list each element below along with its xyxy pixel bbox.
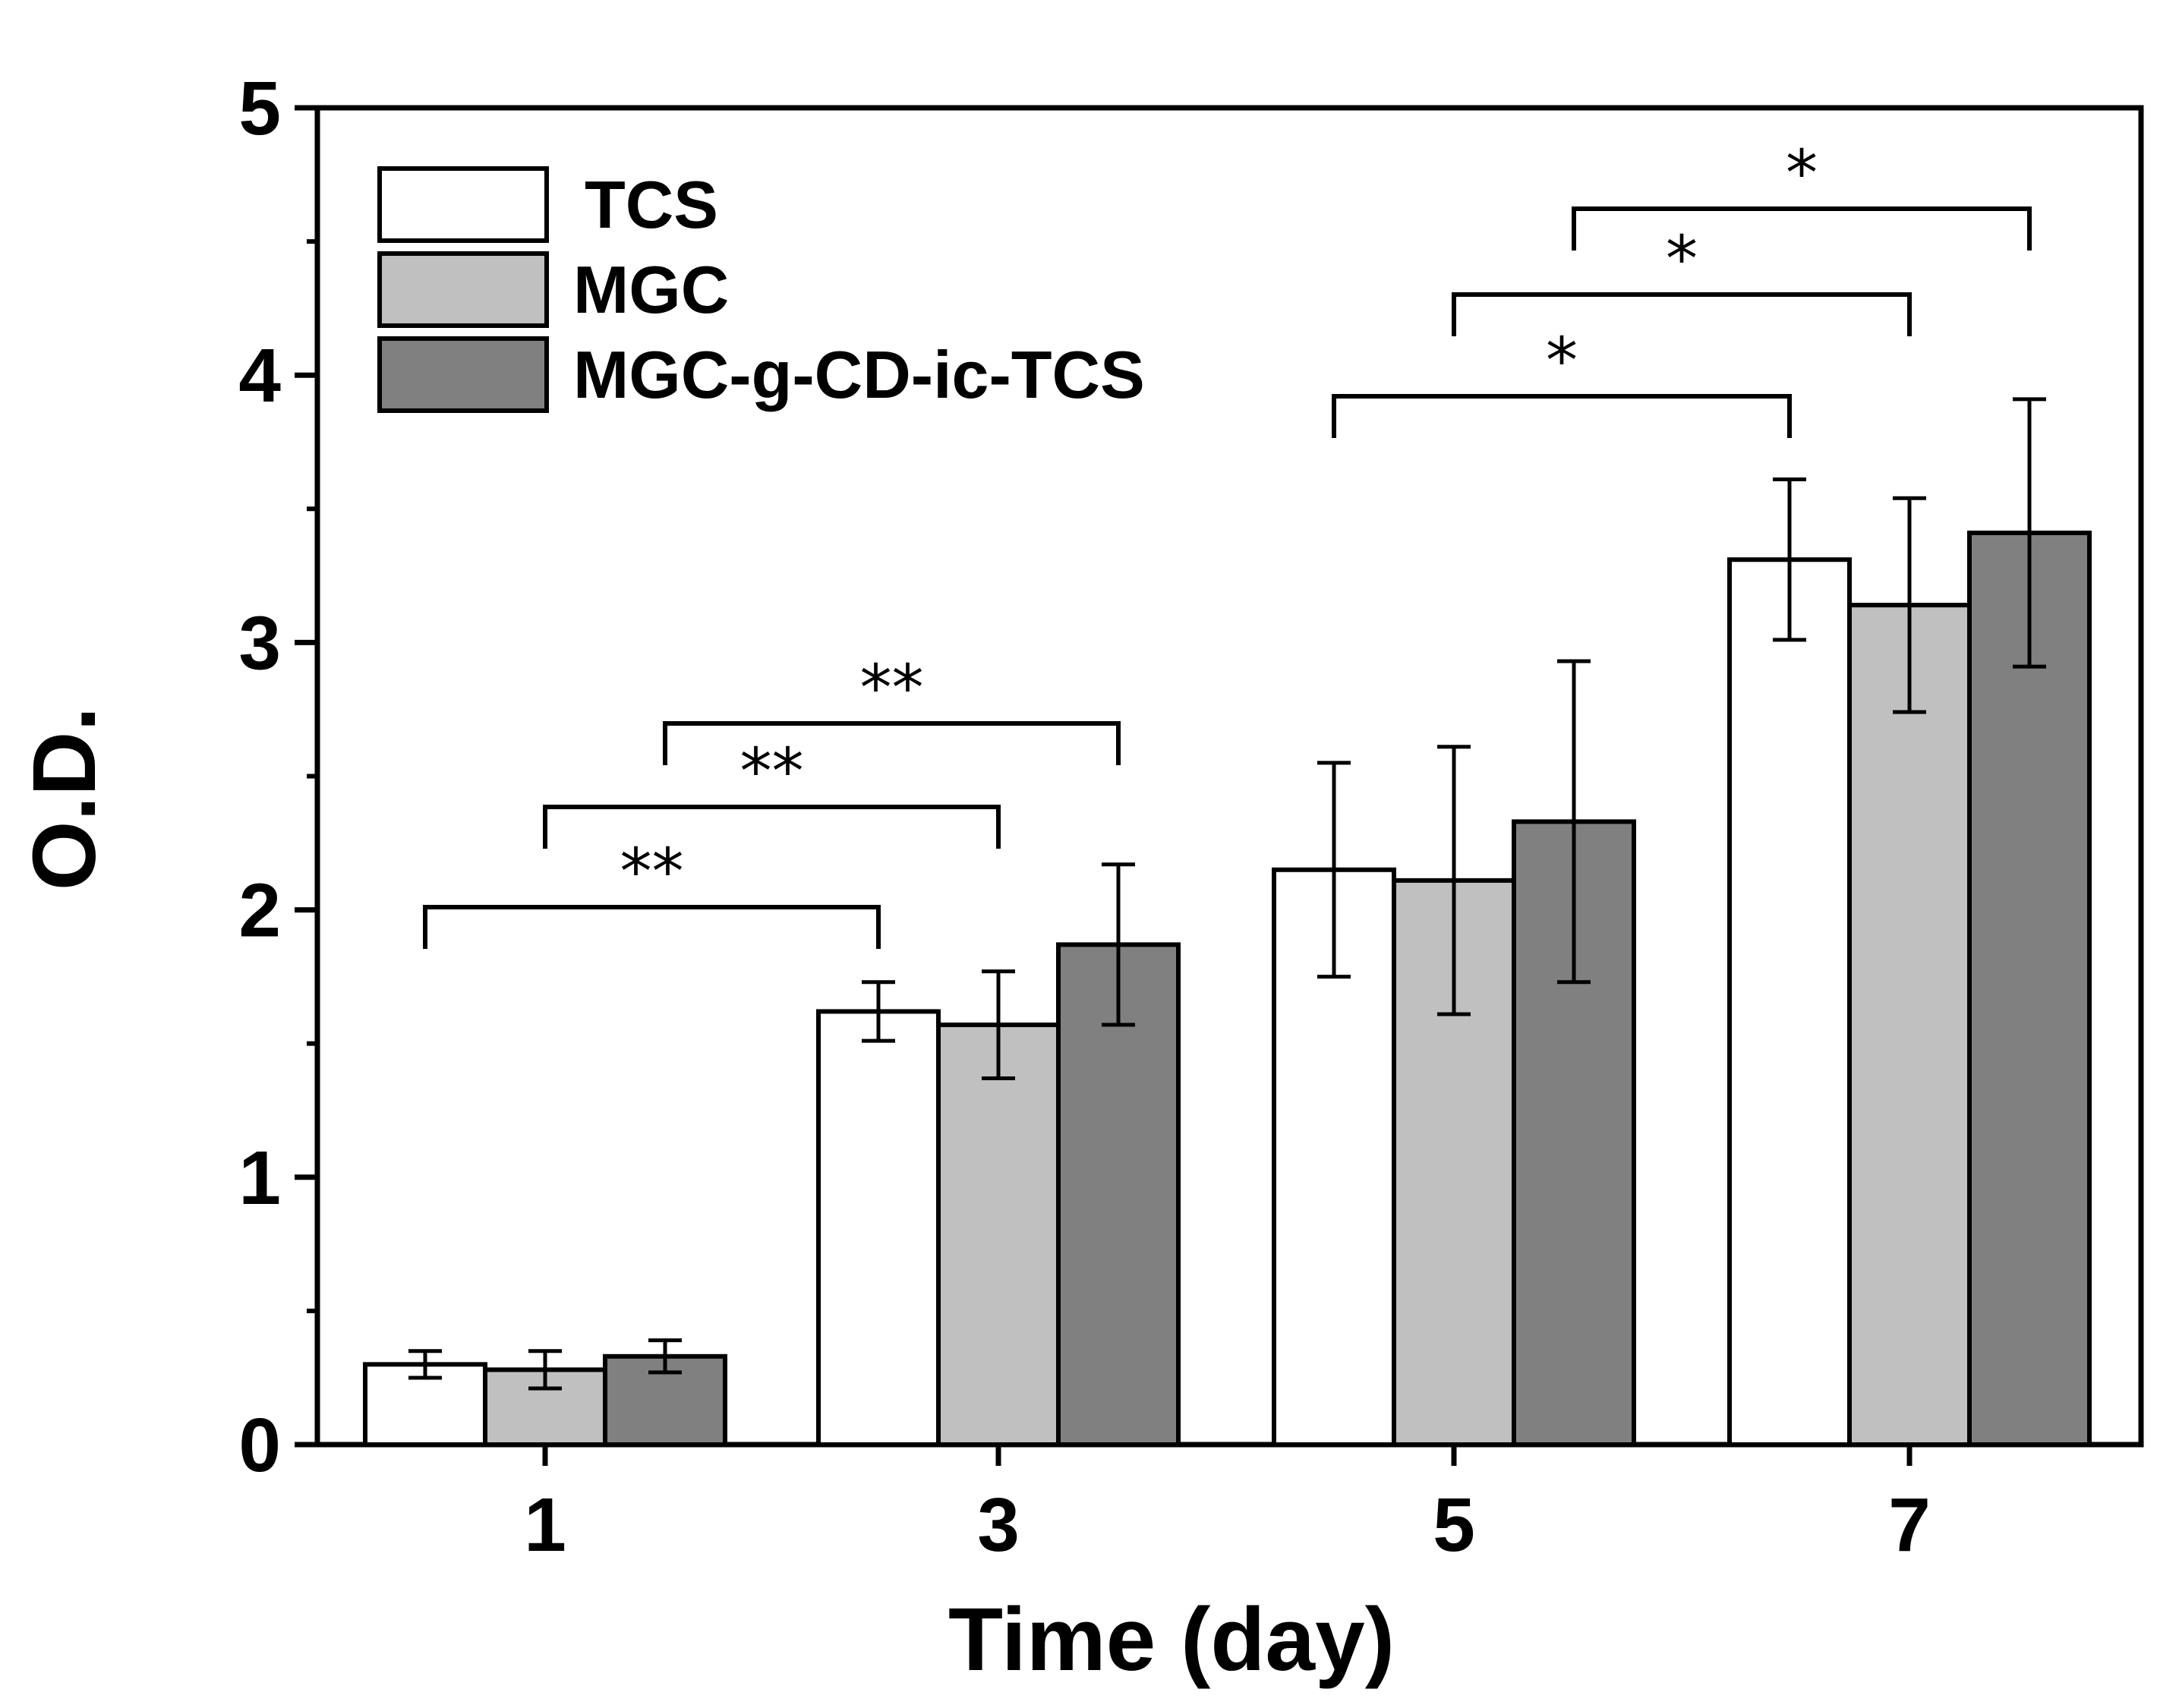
legend-label: TCS (585, 167, 718, 242)
y-tick-label: 1 (238, 1136, 281, 1221)
legend-swatch (377, 251, 549, 328)
bar (936, 1023, 1061, 1447)
significance-bracket (543, 805, 1001, 849)
x-tick-label: 7 (1888, 1483, 1931, 1568)
bar (816, 1009, 941, 1448)
legend-label: MGC-g-CD-ic-TCS (573, 337, 1145, 412)
significance-label: ** (620, 834, 684, 909)
significance-label: * (1546, 323, 1578, 398)
legend-swatch (377, 166, 549, 243)
significance-bracket (1572, 206, 2032, 251)
x-tick-label: 3 (977, 1483, 1020, 1568)
bar (1967, 530, 2092, 1447)
legend-label: MGC (573, 252, 729, 327)
significance-label: ** (860, 651, 924, 725)
bar (1847, 603, 1972, 1447)
y-tick-label: 0 (238, 1403, 281, 1488)
x-tick-label: 5 (1433, 1483, 1475, 1568)
significance-label: ** (740, 734, 804, 808)
significance-bracket (1332, 394, 1792, 438)
y-tick-label: 3 (238, 600, 281, 685)
x-axis-title: Time (day) (948, 1590, 1395, 1690)
y-axis-title: O.D. (14, 707, 115, 891)
y-tick-label: 4 (238, 333, 281, 418)
significance-bracket (1452, 292, 1912, 336)
x-tick-label: 1 (524, 1483, 566, 1568)
y-tick-label: 2 (238, 868, 281, 953)
bar (1056, 942, 1181, 1447)
significance-bracket (663, 721, 1121, 765)
bar (1727, 557, 1852, 1447)
significance-label: * (1666, 222, 1698, 296)
significance-label: * (1786, 136, 1818, 210)
significance-bracket (423, 905, 881, 949)
legend-swatch (377, 336, 549, 413)
y-tick-label: 5 (238, 66, 281, 151)
